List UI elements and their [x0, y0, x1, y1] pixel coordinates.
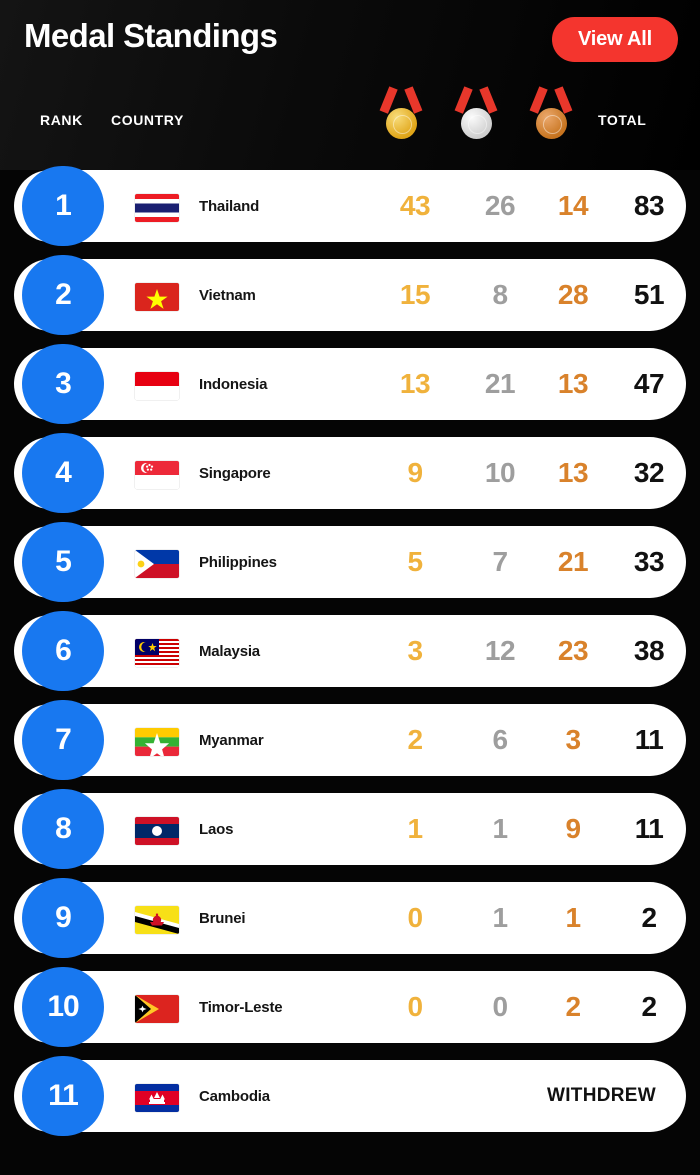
silver-count: 12: [484, 635, 516, 666]
country-name: Singapore: [199, 464, 271, 482]
country-name: Laos: [199, 820, 234, 838]
silver-count: 8: [492, 279, 508, 310]
bronze-count: 21: [557, 546, 589, 577]
rank-badge: 2: [22, 255, 104, 335]
standings-list: 1 Thailand 43 26 14 83 2 Vietnam 15 8 28…: [0, 166, 700, 1136]
silver-medal-icon: [450, 86, 502, 146]
country-name: Indonesia: [199, 375, 268, 393]
gold-count: 0: [407, 902, 423, 933]
bronze-count: 23: [557, 635, 589, 666]
rank-badge: 4: [22, 433, 104, 513]
column-header-rank: RANK: [40, 112, 83, 128]
rank-badge: 10: [22, 967, 104, 1047]
philippines-flag: [135, 550, 179, 578]
malaysia-flag: [135, 639, 179, 667]
medal-disc: [386, 108, 417, 139]
column-header-total: TOTAL: [598, 112, 647, 128]
table-row[interactable]: 6 Malaysia 3 12 23 38: [14, 611, 686, 691]
silver-count: 21: [484, 368, 516, 399]
silver-count: 7: [492, 546, 508, 577]
rank-badge: 11: [22, 1056, 104, 1136]
total-count: 2: [641, 991, 657, 1022]
bronze-count: 3: [565, 724, 581, 755]
bronze-count: 13: [557, 368, 589, 399]
silver-count: 26: [484, 190, 516, 221]
page-title: Medal Standings: [24, 17, 278, 54]
indonesia-flag: [135, 372, 179, 400]
standings-header: Medal Standings View All RANK COUNTRY TO…: [0, 0, 700, 170]
gold-count: 15: [399, 279, 431, 310]
bronze-count: 13: [557, 457, 589, 488]
myanmar-flag: [135, 728, 179, 756]
rank-badge: 1: [22, 166, 104, 246]
status-badge: WITHDREW: [547, 1085, 656, 1106]
bronze-count: 1: [565, 902, 581, 933]
cambodia-flag: [135, 1084, 179, 1112]
bronze-count: 2: [565, 991, 581, 1022]
medal-disc: [536, 108, 567, 139]
country-name: Myanmar: [199, 731, 264, 749]
country-name: Brunei: [199, 909, 246, 927]
table-row[interactable]: 5 Philippines 5 7 21 33: [14, 522, 686, 602]
singapore-flag: [135, 461, 179, 489]
gold-count: 1: [407, 813, 423, 844]
bronze-count: 9: [565, 813, 581, 844]
view-all-button[interactable]: View All: [552, 17, 678, 62]
table-row[interactable]: 2 Vietnam 15 8 28 51: [14, 255, 686, 335]
total-count: 47: [633, 368, 665, 399]
table-row[interactable]: 8 Laos 1 1 9 11: [14, 789, 686, 869]
thailand-flag: [135, 194, 179, 222]
rank-badge: 8: [22, 789, 104, 869]
rank-badge: 6: [22, 611, 104, 691]
column-header-country: COUNTRY: [111, 112, 184, 128]
country-name: Vietnam: [199, 286, 256, 304]
country-name: Timor-Leste: [199, 998, 283, 1016]
rank-badge: 5: [22, 522, 104, 602]
silver-count: 6: [492, 724, 508, 755]
table-row[interactable]: 7 Myanmar 2 6 3 11: [14, 700, 686, 780]
column-headers: RANK COUNTRY TOTAL: [0, 86, 700, 150]
total-count: 2: [641, 902, 657, 933]
brunei-flag: [135, 906, 179, 934]
total-count: 32: [633, 457, 665, 488]
rank-badge: 3: [22, 344, 104, 424]
bronze-count: 28: [557, 279, 589, 310]
silver-count: 10: [484, 457, 516, 488]
gold-medal-icon: [375, 86, 427, 146]
gold-count: 2: [407, 724, 423, 755]
vietnam-flag: [135, 283, 179, 311]
silver-count: 1: [492, 902, 508, 933]
silver-count: 0: [492, 991, 508, 1022]
country-name: Philippines: [199, 553, 277, 571]
total-count: 38: [633, 635, 665, 666]
rank-badge: 7: [22, 700, 104, 780]
gold-count: 5: [407, 546, 423, 577]
bronze-count: 14: [557, 190, 589, 221]
country-name: Thailand: [199, 197, 260, 215]
total-count: 11: [634, 813, 664, 844]
total-count: 83: [633, 190, 665, 221]
total-count: 51: [633, 279, 665, 310]
gold-count: 3: [407, 635, 423, 666]
table-row[interactable]: 4 Singapore 9 10 13 32: [14, 433, 686, 513]
country-name: Malaysia: [199, 642, 260, 660]
gold-count: 13: [399, 368, 431, 399]
gold-count: 0: [407, 991, 423, 1022]
rank-badge: 9: [22, 878, 104, 958]
table-row[interactable]: 9 Brunei 0 1 1 2: [14, 878, 686, 958]
total-count: 33: [633, 546, 665, 577]
silver-count: 1: [492, 813, 508, 844]
gold-count: 9: [407, 457, 423, 488]
table-row[interactable]: 1 Thailand 43 26 14 83: [14, 166, 686, 246]
gold-count: 43: [399, 190, 431, 221]
table-row[interactable]: 3 Indonesia 13 21 13 47: [14, 344, 686, 424]
timorleste-flag: [135, 995, 179, 1023]
total-count: 11: [634, 724, 664, 755]
table-row[interactable]: 10 Timor-Leste 0 0 2 2: [14, 967, 686, 1047]
country-name: Cambodia: [199, 1087, 270, 1105]
medal-disc: [461, 108, 492, 139]
laos-flag: [135, 817, 179, 845]
bronze-medal-icon: [525, 86, 577, 146]
table-row[interactable]: 11 Cambodia WITHDREW: [14, 1056, 686, 1136]
